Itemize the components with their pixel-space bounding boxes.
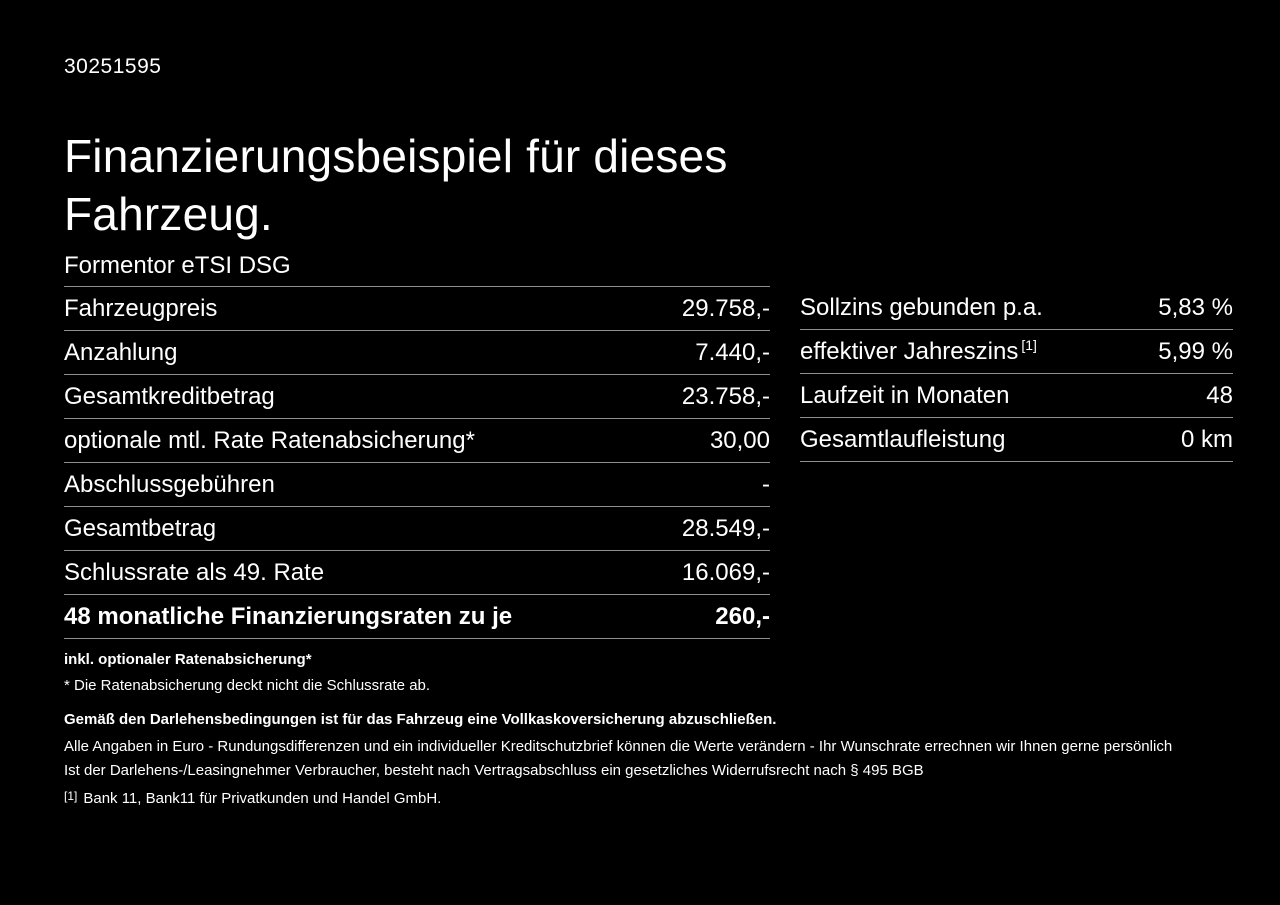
row-label: Sollzins gebunden p.a. [800, 293, 1043, 321]
model-name: Formentor eTSI DSG [64, 252, 291, 279]
row-label: Anzahlung [64, 338, 178, 366]
financing-table: Formentor eTSI DSG Fahrzeugpreis 29.758,… [64, 246, 770, 639]
row-value: 48 [1206, 381, 1233, 409]
table-row-abschlussgebuehren: Abschlussgebühren - [64, 463, 770, 507]
row-value: 29.758,- [681, 294, 770, 322]
table-row-laufzeit: Laufzeit in Monaten 48 [800, 374, 1233, 418]
row-value: 28.549,- [681, 514, 770, 542]
row-value: 7.440,- [695, 338, 770, 366]
row-label: effektiver Jahreszins [1] [800, 338, 1037, 366]
row-label: Gesamtbetrag [64, 514, 217, 542]
row-label: optionale mtl. Rate Ratenabsicherung* [64, 426, 475, 454]
row-label: Fahrzeugpreis [64, 294, 218, 322]
row-value: 5,83 % [1158, 293, 1233, 321]
model-header-row: Formentor eTSI DSG [64, 246, 770, 287]
bank-footnote-text: Bank 11, Bank11 für Privatkunden und Han… [83, 790, 442, 807]
row-value: - [762, 470, 770, 498]
bank-footnote-marker: [1] [64, 789, 78, 803]
row-value: 0 km [1180, 425, 1233, 453]
row-label: 48 monatliche Finanzierungsraten zu je [64, 602, 513, 630]
row-value: 260,- [715, 602, 770, 630]
table-row-fahrzeugpreis: Fahrzeugpreis 29.758,- [64, 287, 770, 331]
footnote-bank: [1] Bank 11, Bank11 für Privatkunden und … [64, 789, 1264, 809]
table-row-gesamtbetrag: Gesamtbetrag 28.549,- [64, 507, 770, 551]
row-value: 30,00 [709, 426, 770, 454]
table-row-monatsrate: 48 monatliche Finanzierungsraten zu je 2… [64, 595, 770, 639]
footnote-insurance-note: Gemäß den Darlehensbedingungen ist für d… [64, 711, 777, 728]
table-row-anzahlung: Anzahlung 7.440,- [64, 331, 770, 375]
row-label-text: effektiver Jahreszins [800, 337, 1019, 365]
page-title: Finanzierungsbeispiel für dieses Fahrzeu… [64, 129, 728, 240]
row-label: Schlussrate als 49. Rate [64, 558, 325, 586]
conditions-table: Sollzins gebunden p.a. 5,83 % effektiver… [800, 286, 1233, 462]
vehicle-id: 30251595 [64, 55, 162, 78]
row-label: Laufzeit in Monaten [800, 381, 1010, 409]
row-value: 23.758,- [681, 382, 770, 410]
row-label: Gesamtkreditbetrag [64, 382, 275, 410]
table-row-schlussrate: Schlussrate als 49. Rate 16.069,- [64, 551, 770, 595]
row-value: 16.069,- [681, 558, 770, 586]
footnote-disclaimer-line2: Ist der Darlehens-/Leasingnehmer Verbrau… [64, 762, 924, 779]
footnote-rate-protection-text: * Die Ratenabsicherung deckt nicht die S… [64, 677, 431, 694]
footnote-rate-protection-title: inkl. optionaler Ratenabsicherung* [64, 651, 312, 668]
table-row-gesamtkreditbetrag: Gesamtkreditbetrag 23.758,- [64, 375, 770, 419]
row-label: Abschlussgebühren [64, 470, 275, 498]
table-row-laufleistung: Gesamtlaufleistung 0 km [800, 418, 1233, 462]
footnote-marker: [1] [1021, 336, 1037, 353]
footnotes: inkl. optionaler Ratenabsicherung* * Die… [64, 650, 1264, 809]
row-label: Gesamtlaufleistung [800, 425, 1006, 453]
row-value: 5,99 % [1158, 337, 1233, 365]
footnote-disclaimer-line1: Alle Angaben in Euro - Rundungsdifferenz… [64, 738, 1173, 755]
table-row-effektivzins: effektiver Jahreszins [1] 5,99 % [800, 330, 1233, 374]
table-row-ratenabsicherung: optionale mtl. Rate Ratenabsicherung* 30… [64, 419, 770, 463]
table-row-sollzins: Sollzins gebunden p.a. 5,83 % [800, 286, 1233, 330]
